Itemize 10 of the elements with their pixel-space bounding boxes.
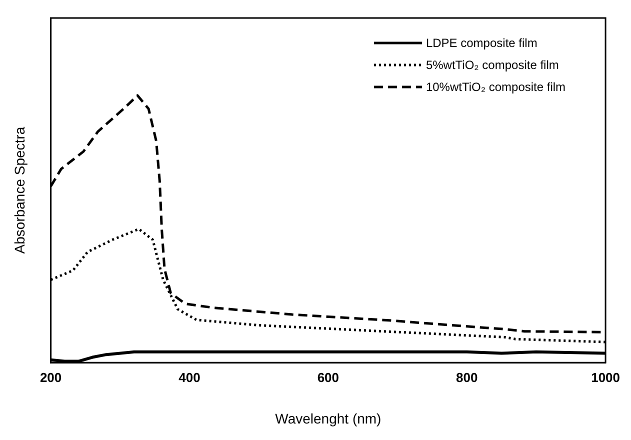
x-tick-label: 600 — [317, 370, 340, 385]
x-tick-label: 400 — [178, 370, 200, 385]
legend-label: 5%wtTiO₂ composite film — [426, 58, 559, 72]
y-axis-title: Absorbance Spectra — [11, 126, 28, 254]
x-axis-title: Wavelenght (nm) — [275, 410, 382, 426]
legend-label: 10%wtTiO₂ composite film — [426, 80, 566, 94]
x-tick-label: 1000 — [591, 370, 620, 385]
x-tick-label: 800 — [456, 370, 478, 385]
x-tick-label: 200 — [40, 370, 62, 385]
legend-label: LDPE composite film — [426, 36, 538, 50]
